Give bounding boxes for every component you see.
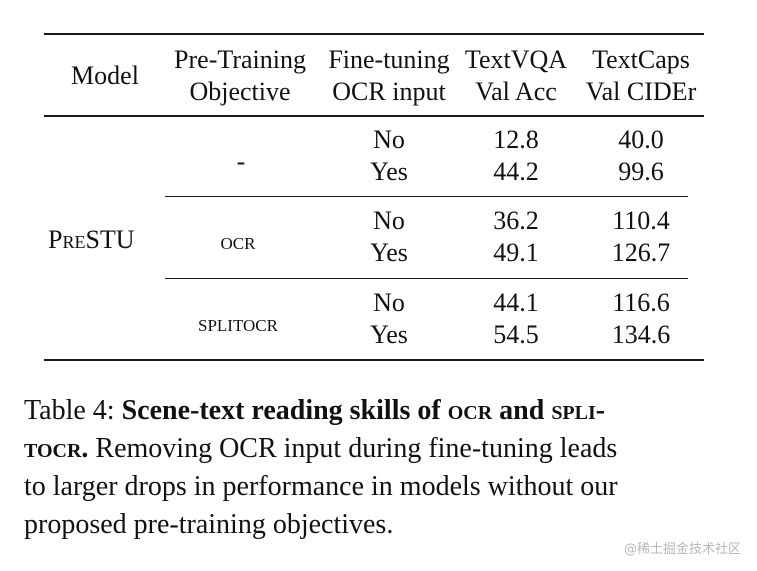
table-header-rule: [44, 115, 704, 117]
model-name-prestu: PreSTU: [48, 225, 135, 254]
caption-label: Table 4:: [24, 395, 115, 426]
header-textvqa-line1: TextVQA: [464, 45, 568, 74]
site-watermark: @稀土掘金技术社区: [623, 542, 741, 557]
textvqa-value: 36.2: [493, 206, 539, 235]
caption-bold-title: Scene-text reading skills of: [121, 395, 441, 426]
ocr-input-cell: Yes: [370, 157, 408, 186]
table-caption: Table 4: Scene-text reading skills of oc…: [24, 392, 724, 544]
textcaps-value: 110.4: [612, 206, 670, 235]
caption-body-line3: to larger drops in performance in models…: [24, 471, 618, 502]
header-textvqa-line2: Val Acc: [475, 77, 557, 106]
textcaps-value: 99.6: [618, 157, 664, 186]
table-top-rule: [44, 33, 704, 35]
table-bottom-rule: [44, 359, 704, 361]
textvqa-value: 54.5: [493, 320, 539, 349]
objective-none: -: [236, 147, 246, 176]
group-divider-1: [165, 196, 688, 197]
textcaps-value: 126.7: [611, 238, 671, 267]
header-model: Model: [71, 61, 139, 90]
caption-bold-ocr: ocr: [447, 395, 493, 426]
objective-splitocr: splitocr: [198, 311, 278, 337]
header-pretraining-line2: Objective: [189, 77, 291, 106]
header-finetuning-line1: Fine-tuning: [328, 45, 450, 74]
header-textcaps-line2: Val CIDEr: [585, 77, 697, 106]
caption-bold-and: and: [499, 395, 545, 426]
ocr-input-cell: Yes: [370, 320, 408, 349]
header-finetuning-line2: OCR input: [332, 77, 446, 106]
textcaps-value: 40.0: [618, 125, 664, 154]
textvqa-value: 44.1: [493, 288, 539, 317]
ocr-input-cell: No: [373, 125, 405, 154]
textvqa-value: 12.8: [493, 125, 539, 154]
caption-body-line2: Removing OCR input during fine-tuning le…: [95, 433, 618, 464]
ocr-input-cell: Yes: [370, 238, 408, 267]
caption-body-line4: proposed pre-training objectives.: [24, 509, 394, 540]
header-pretraining-line1: Pre-Training: [174, 45, 306, 74]
caption-bold-tocr: tocr: [24, 433, 82, 464]
textcaps-value: 134.6: [611, 320, 671, 349]
header-textcaps-line1: TextCaps: [592, 45, 690, 74]
caption-bold-period: .: [81, 433, 89, 464]
objective-ocr: ocr: [220, 229, 256, 255]
caption-bold-spli: spli-: [551, 395, 606, 426]
textcaps-value: 116.6: [612, 288, 670, 317]
textvqa-value: 44.2: [493, 157, 539, 186]
ocr-input-cell: No: [373, 288, 405, 317]
ocr-input-cell: No: [373, 206, 405, 235]
group-divider-2: [165, 278, 688, 279]
textvqa-value: 49.1: [493, 238, 539, 267]
